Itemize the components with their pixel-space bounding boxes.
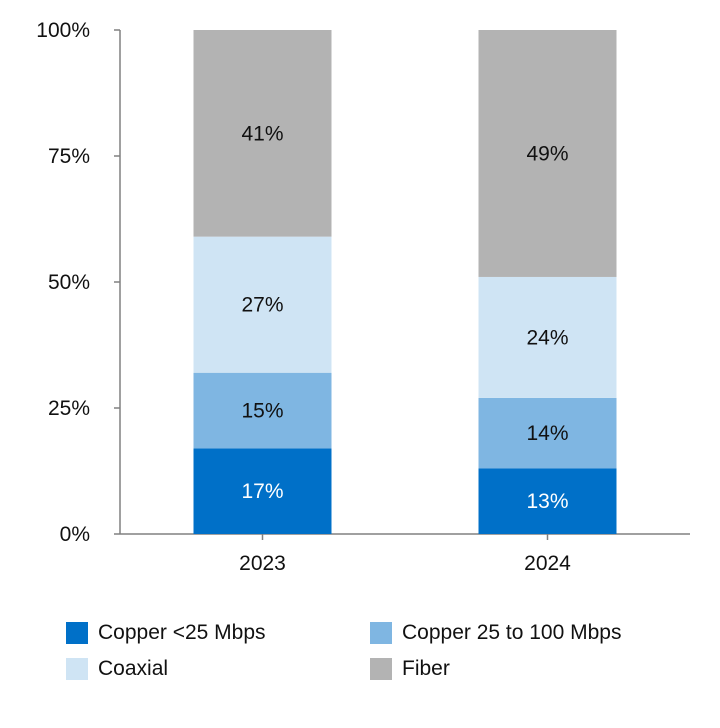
data-label: 27%	[241, 294, 283, 317]
y-tick-label: 0%	[60, 523, 90, 546]
bar-segment	[478, 276, 617, 398]
legend-swatch	[66, 622, 88, 644]
bar-segment	[193, 30, 332, 237]
legend-label: Copper 25 to 100 Mbps	[402, 621, 622, 644]
bar-segment	[478, 468, 617, 534]
bar-segment	[193, 448, 332, 534]
legend-item-fiber: Fiber	[370, 656, 450, 682]
legend-item-coaxial: Coaxial	[66, 656, 168, 682]
legend: Copper <25 Mbps Copper 25 to 100 Mbps Co…	[66, 620, 706, 690]
legend-label: Coaxial	[98, 657, 169, 680]
data-label: 24%	[526, 326, 568, 349]
legend-item-copper-lt25: Copper <25 Mbps	[66, 620, 266, 646]
bars: 17% 15% 27% 41% 13% 14% 24% 49%	[193, 30, 617, 534]
bar-segment	[193, 372, 332, 449]
legend-swatch	[66, 658, 88, 680]
bar-segment	[478, 30, 617, 277]
y-tick-label: 75%	[48, 145, 90, 168]
legend-swatch	[370, 658, 392, 680]
y-tick-label: 100%	[36, 19, 90, 42]
stacked-bar-chart: 0% 25% 50% 75% 100% 2023 2024 17% 15% 27% 41% 13%…	[36, 19, 690, 575]
x-tick-label: 2023	[239, 552, 286, 575]
data-label: 14%	[526, 422, 568, 445]
y-tick-label: 50%	[48, 271, 90, 294]
legend-label: Copper <25 Mbps	[98, 621, 266, 644]
x-axis: 2023 2024	[120, 533, 690, 575]
data-label: 15%	[241, 400, 283, 423]
data-label: 13%	[526, 490, 568, 513]
bar-segment	[478, 397, 617, 469]
y-tick-label: 25%	[48, 397, 90, 420]
bar-segment	[193, 236, 332, 373]
data-label: 49%	[526, 142, 568, 165]
legend-item-copper-25-100: Copper 25 to 100 Mbps	[370, 620, 621, 646]
legend-swatch	[370, 622, 392, 644]
x-tick-label: 2024	[524, 552, 571, 575]
data-label: 41%	[241, 122, 283, 145]
data-label: 17%	[241, 480, 283, 503]
y-axis: 0% 25% 50% 75% 100%	[36, 19, 121, 546]
legend-label: Fiber	[402, 657, 450, 680]
